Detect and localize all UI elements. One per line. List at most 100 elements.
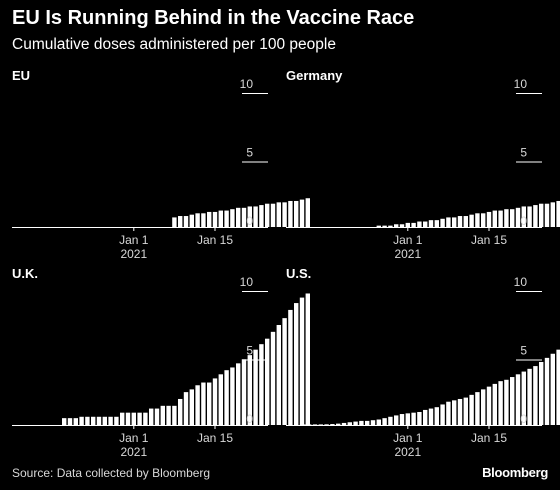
bar — [492, 210, 497, 227]
panel-us: U.S. 0 5 10 Jan 1 2021 Jan 15 — [286, 266, 560, 466]
bar — [423, 221, 428, 227]
x-tick-label: Jan 15 — [197, 233, 233, 247]
bar — [475, 392, 480, 425]
bar — [486, 211, 492, 227]
x-tick-year-label: 2021 — [394, 247, 421, 261]
bar — [510, 209, 515, 227]
x-tick-label: Jan 15 — [197, 431, 233, 445]
x-tick-label: Jan 1 — [119, 233, 149, 247]
bar — [201, 382, 206, 425]
bar — [236, 363, 241, 425]
bar — [189, 389, 194, 425]
y-tick-label: 5 — [520, 344, 527, 358]
bar — [481, 213, 486, 227]
bar — [515, 207, 521, 227]
bar — [527, 368, 532, 425]
bar — [96, 416, 102, 425]
bar — [166, 405, 171, 425]
bar — [347, 422, 352, 425]
bar — [411, 412, 416, 425]
bar — [556, 200, 560, 227]
y-tick-label: 10 — [514, 77, 528, 91]
bar — [305, 198, 310, 227]
bar — [288, 200, 293, 227]
bar — [79, 416, 84, 425]
bar — [370, 420, 376, 425]
panel-title-us: U.S. — [286, 266, 312, 281]
y-tick-label: 0 — [246, 214, 253, 228]
chart-title: EU Is Running Behind in the Vaccine Race — [12, 7, 415, 29]
bar — [265, 203, 270, 227]
bar — [207, 382, 212, 425]
y-tick-label: 10 — [240, 77, 254, 91]
bar — [247, 206, 252, 227]
bar — [91, 416, 96, 425]
bar — [85, 416, 90, 425]
bar — [230, 367, 235, 425]
bar — [318, 424, 323, 425]
bar — [446, 217, 451, 227]
bar — [160, 405, 165, 425]
bar — [394, 224, 399, 227]
bar — [178, 216, 183, 227]
bar — [481, 389, 486, 425]
x-tick-label: Jan 15 — [471, 233, 507, 247]
x-tick-year-label: 2021 — [120, 445, 147, 459]
bar — [533, 366, 538, 425]
bar — [154, 408, 160, 425]
x-tick-label: Jan 1 — [393, 233, 423, 247]
bar — [388, 416, 393, 425]
bar — [405, 413, 410, 425]
bar — [521, 206, 526, 227]
bar — [365, 420, 370, 425]
bar — [521, 371, 526, 425]
bar — [120, 412, 125, 425]
bar — [114, 416, 119, 425]
bar — [394, 415, 399, 425]
bar — [282, 318, 287, 425]
bar — [224, 370, 229, 425]
x-tick-label: Jan 15 — [471, 431, 507, 445]
bar — [288, 309, 293, 425]
bar — [457, 216, 463, 227]
bar — [143, 412, 148, 425]
bar — [411, 222, 416, 227]
bar — [189, 214, 194, 227]
bar — [539, 361, 544, 425]
bar — [218, 210, 223, 227]
bar — [207, 211, 212, 227]
bar — [498, 381, 503, 425]
bar — [475, 213, 480, 227]
bar — [259, 344, 264, 425]
bar — [423, 409, 428, 425]
panel-germany: Germany 0 5 10 Jan 1 2021 Jan 15 — [286, 68, 560, 268]
bar — [428, 220, 434, 227]
bar — [550, 353, 555, 425]
bar — [305, 293, 310, 425]
x-tick-year-label: 2021 — [394, 445, 421, 459]
panel-title-uk: U.K. — [12, 266, 38, 281]
bar — [102, 416, 107, 425]
bar — [359, 420, 364, 425]
bar — [452, 217, 457, 227]
bar — [399, 224, 405, 227]
bar — [270, 203, 276, 227]
bar — [276, 324, 281, 425]
bar — [224, 210, 229, 227]
bar — [510, 377, 515, 425]
bar — [312, 424, 318, 425]
bar — [230, 209, 235, 227]
bar — [259, 205, 264, 227]
bar — [428, 408, 434, 425]
y-tick-label: 10 — [240, 275, 254, 289]
bar — [108, 416, 113, 425]
bar — [137, 412, 142, 425]
bar — [247, 355, 252, 425]
bar — [253, 206, 258, 227]
bar — [463, 397, 468, 425]
bar — [301, 424, 306, 425]
bar — [62, 418, 67, 425]
bar — [212, 378, 218, 425]
bar — [539, 203, 544, 227]
